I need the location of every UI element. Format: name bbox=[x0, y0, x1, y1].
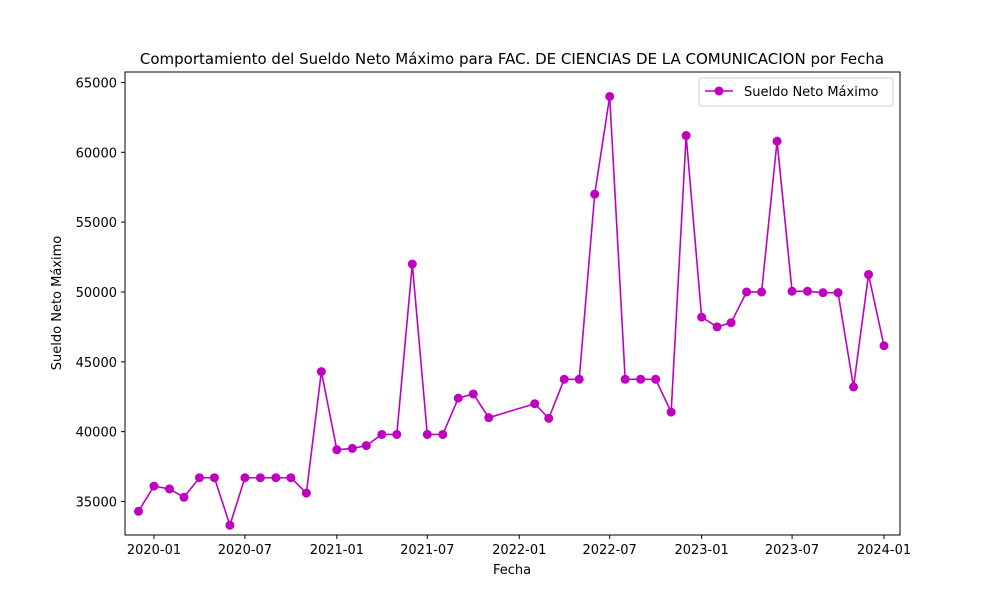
data-point bbox=[361, 441, 371, 451]
data-point bbox=[681, 131, 691, 141]
x-axis: 2020-01 2020-07 2021-01 2021-07 2022-01 2022-… bbox=[127, 535, 911, 558]
plot-area bbox=[124, 71, 901, 536]
data-point bbox=[392, 429, 402, 439]
y-tick-label: 40000 bbox=[76, 426, 117, 441]
data-point bbox=[286, 473, 296, 483]
data-point bbox=[255, 473, 265, 483]
data-point bbox=[347, 443, 357, 453]
x-tick-label: 2020-07 bbox=[218, 543, 272, 558]
data-point bbox=[864, 270, 874, 280]
data-point bbox=[301, 488, 311, 498]
y-axis: 35000 40000 45000 50000 55000 60000 65000 bbox=[76, 76, 125, 510]
data-point bbox=[530, 399, 540, 409]
data-point bbox=[407, 259, 417, 269]
data-point bbox=[271, 473, 281, 483]
y-tick-label: 60000 bbox=[76, 146, 117, 161]
data-point bbox=[666, 407, 676, 417]
y-tick-label: 45000 bbox=[76, 356, 117, 371]
series-line bbox=[137, 95, 885, 527]
data-point bbox=[590, 189, 600, 199]
data-point bbox=[544, 413, 554, 423]
data-point bbox=[726, 318, 736, 328]
data-point bbox=[757, 287, 767, 297]
data-point bbox=[697, 312, 707, 322]
data-point bbox=[438, 429, 448, 439]
data-point bbox=[849, 382, 859, 392]
legend-label: Sueldo Neto Máximo bbox=[744, 85, 878, 100]
data-point bbox=[833, 288, 843, 298]
y-axis-label: Sueldo Neto Máximo bbox=[50, 236, 65, 370]
data-point bbox=[422, 429, 432, 439]
data-point bbox=[484, 413, 494, 423]
y-tick-label: 35000 bbox=[76, 495, 117, 510]
data-point bbox=[316, 367, 326, 377]
data-point bbox=[879, 341, 889, 351]
data-point bbox=[772, 136, 782, 146]
chart-title: Comportamiento del Sueldo Neto Máximo pa… bbox=[140, 50, 884, 68]
data-point bbox=[787, 286, 797, 296]
data-point bbox=[574, 374, 584, 384]
data-point bbox=[240, 473, 250, 483]
data-point bbox=[453, 393, 463, 403]
y-tick-label: 65000 bbox=[76, 76, 117, 91]
x-tick-label: 2021-07 bbox=[400, 543, 454, 558]
data-point bbox=[818, 288, 828, 298]
data-point bbox=[651, 374, 661, 384]
x-tick-label: 2023-07 bbox=[765, 543, 819, 558]
legend-box bbox=[698, 77, 894, 107]
legend-marker-swatch bbox=[714, 86, 724, 96]
data-point bbox=[179, 492, 189, 502]
x-tick-label: 2023-01 bbox=[674, 543, 728, 558]
data-point bbox=[605, 91, 615, 101]
data-point bbox=[332, 445, 342, 455]
series-layer bbox=[133, 91, 889, 530]
data-point bbox=[559, 374, 569, 384]
data-point bbox=[712, 322, 722, 332]
x-tick-label: 2022-01 bbox=[492, 543, 546, 558]
data-point bbox=[225, 520, 235, 530]
x-tick-label: 2020-01 bbox=[127, 543, 181, 558]
data-point bbox=[468, 389, 478, 399]
y-tick-label: 50000 bbox=[76, 286, 117, 301]
data-point bbox=[742, 287, 752, 297]
legend: Sueldo Neto Máximo bbox=[698, 77, 894, 107]
data-point bbox=[133, 506, 143, 516]
data-point bbox=[149, 481, 159, 491]
x-tick-label: 2021-01 bbox=[310, 543, 364, 558]
y-tick-label: 55000 bbox=[76, 216, 117, 231]
x-tick-label: 2022-07 bbox=[583, 543, 637, 558]
data-point bbox=[194, 473, 204, 483]
data-point bbox=[377, 429, 387, 439]
data-point bbox=[209, 473, 219, 483]
data-point bbox=[636, 374, 646, 384]
data-point bbox=[803, 286, 813, 296]
data-point bbox=[620, 374, 630, 384]
data-point bbox=[164, 484, 174, 494]
x-axis-label: Fecha bbox=[493, 563, 531, 578]
x-tick-label: 2024-01 bbox=[857, 543, 911, 558]
